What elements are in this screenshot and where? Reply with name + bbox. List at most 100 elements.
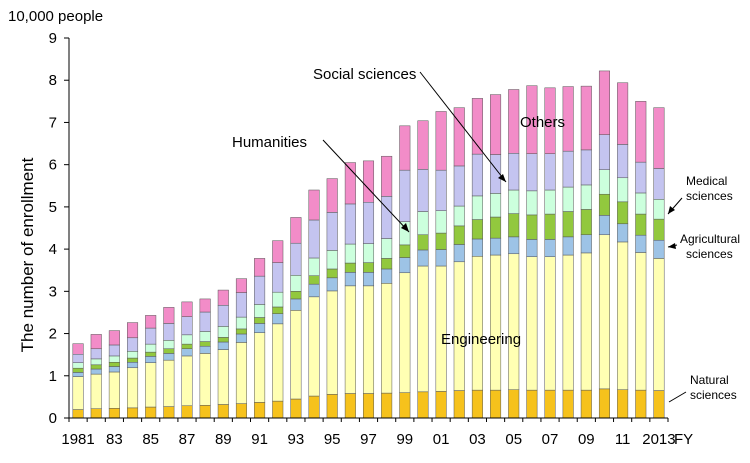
pointer-humanities: [322, 139, 410, 233]
pointer-social-sciences: [419, 71, 507, 183]
bar-segment-96-series-1: [344, 285, 356, 394]
bar-segment-06-series-6: [526, 85, 538, 154]
bar-segment-06-series-2: [526, 239, 538, 257]
bar-segment-85-series-2: [145, 356, 157, 363]
bar-segment-05-series-4: [508, 189, 520, 214]
bar-segment-85-series-1: [145, 362, 157, 408]
bar-segment-94-series-4: [308, 257, 320, 276]
x-tick-label: 85: [142, 431, 159, 448]
bar-segment-87-series-0: [181, 405, 193, 419]
bar-segment-94-series-0: [308, 395, 320, 419]
bar-segment-94-series-2: [308, 283, 320, 298]
bar-segment-83-series-4: [108, 355, 120, 363]
bar-segment-10-series-6: [598, 70, 610, 135]
bar-segment-86-series-0: [163, 406, 175, 419]
bar-segment-1981-series-0: [72, 409, 84, 419]
annotation-social-sciences: Social sciences: [313, 66, 416, 83]
bar-segment-91-series-2: [254, 323, 266, 333]
bar-segment-89-series-4: [217, 326, 229, 338]
bar-segment-82-series-5: [90, 348, 102, 360]
y-tick-label: 3: [49, 283, 57, 300]
bar-segment-97-series-0: [362, 393, 375, 419]
bar-segment-02-series-0: [453, 390, 465, 419]
bar-segment-04-series-6: [490, 94, 502, 155]
bar-segment-04-series-3: [490, 216, 502, 239]
bar-segment-11-series-5: [617, 144, 629, 179]
y-tick-label: 4: [49, 241, 57, 258]
bar-segment-01-series-1: [435, 265, 447, 392]
bar-segment-90-series-3: [235, 328, 247, 335]
bar-segment-91-series-1: [254, 332, 266, 403]
bar-segment-2013-series-1: [653, 258, 665, 391]
y-tick-label: 1: [49, 368, 57, 385]
bar-segment-09-series-0: [580, 389, 592, 419]
x-tick-label: 05: [505, 431, 522, 448]
bar-segment-04-series-0: [490, 389, 502, 419]
bar-segment-95-series-2: [326, 277, 338, 292]
bar-segment-03-series-1: [471, 256, 483, 391]
bar-segment-99-series-3: [399, 244, 411, 258]
bar-segment-93-series-1: [290, 310, 302, 400]
bar-segment-93-series-2: [290, 298, 302, 311]
bar-segment-85-series-3: [145, 351, 157, 357]
bar-segment-83-series-6: [108, 330, 120, 346]
y-tick-label: 2: [49, 326, 57, 343]
bar-segment-05-series-1: [508, 253, 520, 390]
bar-segment-97-series-2: [362, 272, 375, 287]
x-tick-label: 09: [578, 431, 595, 448]
bar-segment-91-series-6: [254, 258, 266, 277]
x-tick-label: 2013: [642, 431, 675, 448]
pointer-social-sciences-arrowhead: [498, 174, 506, 182]
bar-segment-09-series-1: [580, 252, 592, 391]
bar-segment-89-series-3: [217, 337, 229, 343]
bar-segment-12-series-4: [635, 192, 647, 215]
bar-segment-93-series-4: [290, 275, 302, 292]
bar-segment-84-series-4: [127, 351, 139, 359]
bar-segment-2013-series-6: [653, 107, 665, 169]
annotation-humanities: Humanities: [232, 134, 307, 151]
bar-segment-10-series-0: [598, 388, 610, 419]
bar-segment-05-series-3: [508, 213, 520, 238]
bar-segment-97-series-5: [362, 201, 375, 244]
bar-segment-11-series-0: [617, 389, 629, 419]
bar-segment-10-series-3: [598, 193, 610, 216]
bar-segment-01-series-3: [435, 232, 447, 250]
bar-segment-11-series-4: [617, 177, 629, 203]
bar-segment-96-series-5: [344, 203, 356, 245]
bar-segment-12-series-3: [635, 213, 647, 236]
bar-segment-07-series-5: [544, 153, 556, 191]
bar-segment-88-series-3: [199, 341, 211, 347]
bar-segment-99-series-5: [399, 169, 411, 222]
bar-segment-93-series-5: [290, 242, 302, 276]
bar-segment-1981-series-6: [72, 343, 84, 355]
pointer-humanities-arrowhead: [401, 223, 409, 232]
bar-segment-07-series-1: [544, 256, 556, 391]
bar-segment-99-series-1: [399, 272, 411, 393]
bar-segment-85-series-6: [145, 315, 157, 329]
y-tick-label: 8: [49, 72, 57, 89]
annotation-agricultural-line1: Agricultural: [680, 232, 740, 246]
annotation-natural-line2: sciences: [690, 388, 737, 402]
bar-segment-92-series-4: [272, 291, 284, 308]
bar-segment-96-series-2: [344, 272, 356, 287]
bar-segment-82-series-0: [90, 408, 102, 419]
bar-segment-00-series-6: [417, 120, 429, 170]
bar-segment-85-series-4: [145, 343, 157, 353]
bar-segment-00-series-5: [417, 169, 429, 212]
bar-segment-98-series-4: [381, 238, 393, 259]
x-tick-label: 93: [288, 431, 305, 448]
bar-segment-89-series-6: [217, 289, 229, 306]
bar-segment-88-series-0: [199, 405, 211, 419]
bar-segment-06-series-0: [526, 389, 538, 419]
pointer-natural: [668, 391, 687, 403]
bar-segment-86-series-5: [163, 323, 175, 341]
bar-segment-06-series-3: [526, 214, 538, 240]
annotation-agricultural-line2: sciences: [686, 247, 733, 261]
bar-segment-98-series-2: [381, 268, 393, 284]
bar-segment-94-series-1: [308, 296, 320, 397]
bar-segment-95-series-1: [326, 290, 338, 395]
bar-segment-83-series-5: [108, 344, 120, 357]
y-tick-label: 0: [49, 410, 57, 427]
bar-segment-05-series-6: [508, 89, 520, 154]
bar-segment-08-series-3: [562, 211, 574, 238]
